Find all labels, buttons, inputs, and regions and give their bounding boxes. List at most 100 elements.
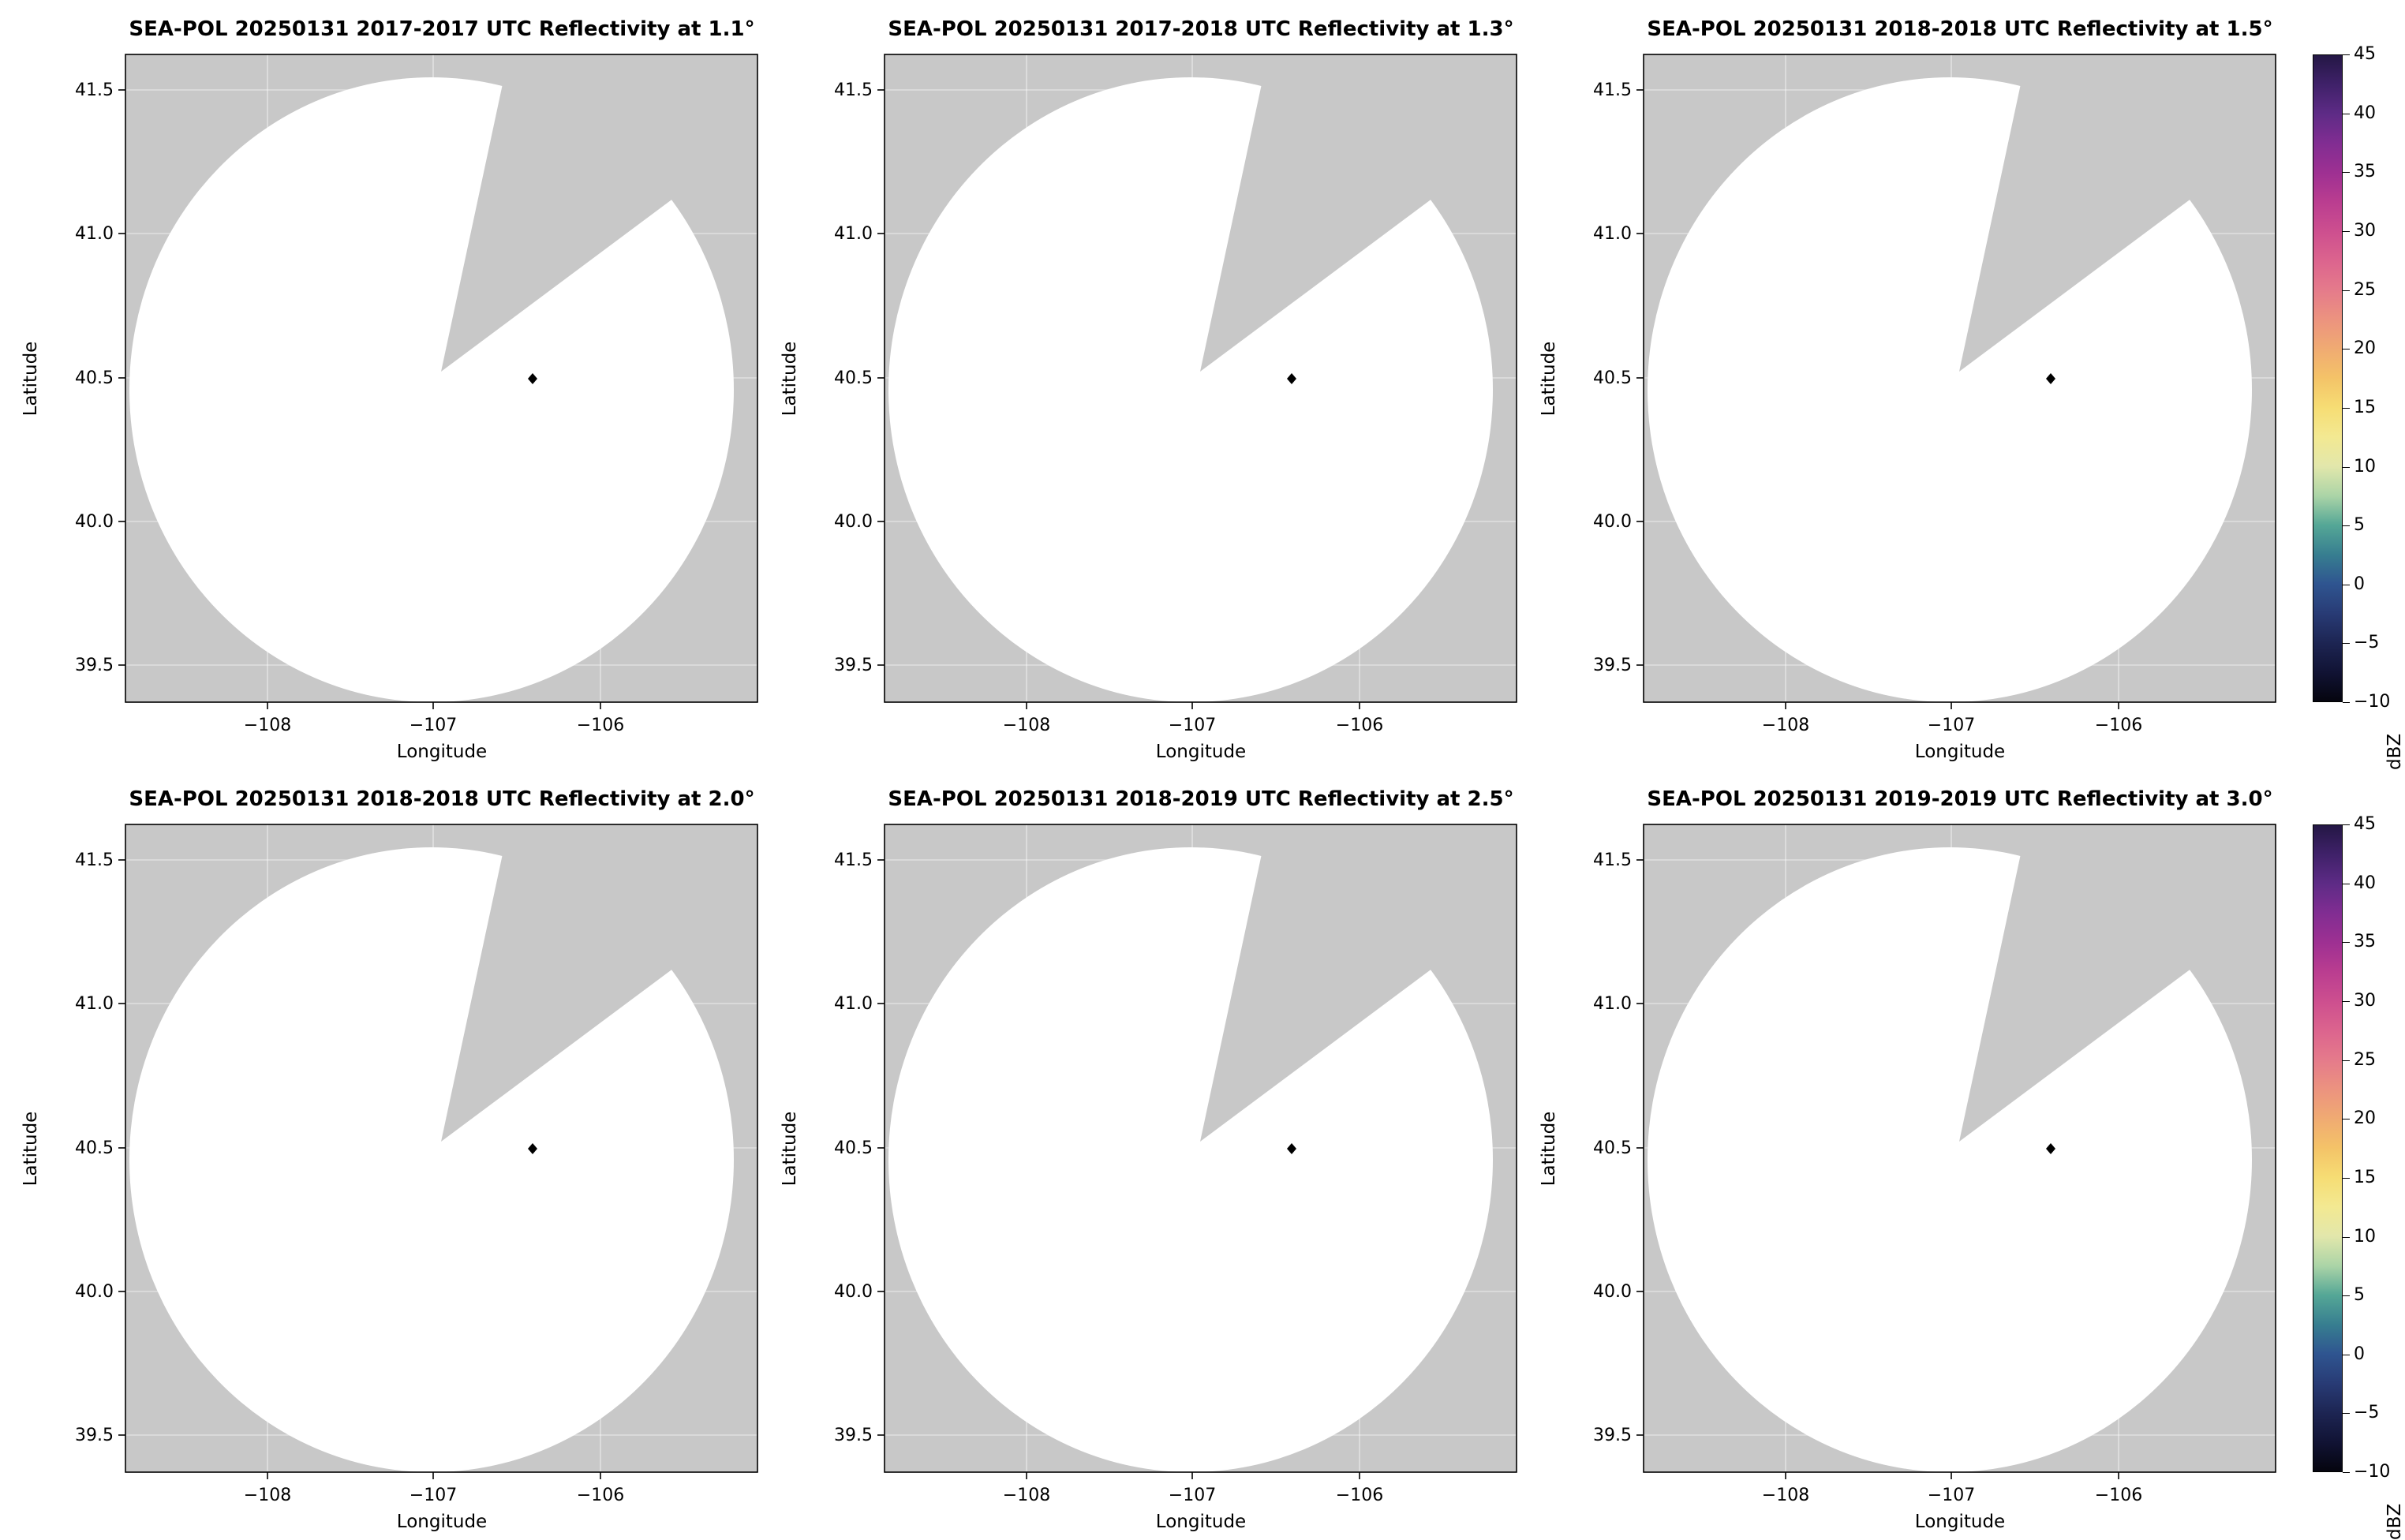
x-tick-label: −107 <box>410 716 457 735</box>
y-tick-label: 41.0 <box>75 994 114 1014</box>
y-tickmarks <box>1636 859 1644 1436</box>
colorbar-tick: 30 <box>2354 990 2376 1011</box>
y-tick-label: 40.0 <box>1593 1282 1632 1302</box>
figure-row-1: SEA-POL 20250131 2017-2017 UTC Reflectiv… <box>0 0 2405 770</box>
panel-title: SEA-POL 20250131 2017-2017 UTC Reflectiv… <box>129 17 754 41</box>
x-axis-label: Longitude <box>1156 1512 1246 1532</box>
colorbar-tick: 10 <box>2354 456 2376 477</box>
colorbar-tick: −5 <box>2354 1403 2380 1423</box>
x-tick-label: −108 <box>1762 1486 1809 1505</box>
y-tick-label: 40.5 <box>1593 1138 1632 1158</box>
x-axis-label: Longitude <box>1156 742 1246 762</box>
y-tick-label: 41.0 <box>834 994 873 1014</box>
colorbar-tick: 40 <box>2354 873 2376 893</box>
x-tick-label: −106 <box>2095 716 2142 735</box>
x-tick-label: −108 <box>244 1486 291 1505</box>
y-tickmarks <box>877 859 885 1436</box>
y-axis-label: Latitude <box>1539 342 1559 417</box>
y-tick-label: 40.0 <box>834 512 873 532</box>
x-tick-label: −106 <box>577 1486 624 1505</box>
colorbar-gradient <box>2313 54 2343 702</box>
y-tick-label: 41.5 <box>75 80 114 100</box>
colorbar-tick: 20 <box>2354 338 2376 359</box>
y-tick-label: 40.5 <box>75 368 114 388</box>
colorbar-tick: 10 <box>2354 1226 2376 1247</box>
y-tick-label: 41.0 <box>1593 224 1632 244</box>
panel-title: SEA-POL 20250131 2017-2018 UTC Reflectiv… <box>888 17 1513 41</box>
panel-title: SEA-POL 20250131 2018-2018 UTC Reflectiv… <box>1647 17 2272 41</box>
radar-site-marker <box>528 373 537 384</box>
radar-site-marker <box>528 1143 537 1154</box>
x-tick-label: −106 <box>1336 1486 1383 1505</box>
y-tick-label: 40.0 <box>834 1282 873 1302</box>
y-tick-label: 41.0 <box>1593 994 1632 1014</box>
y-tick-label: 40.5 <box>1593 368 1632 388</box>
colorbar-tick: 15 <box>2354 397 2376 417</box>
x-axis-label: Longitude <box>1915 1512 2005 1532</box>
y-tick-label: 39.5 <box>834 1426 873 1445</box>
panel-row-1: SEA-POL 20250131 2017-2017 UTC Reflectiv… <box>0 0 2277 770</box>
y-tick-label: 39.5 <box>75 656 114 675</box>
y-tick-label: 39.5 <box>75 1426 114 1445</box>
blocked-sector-wedge <box>441 824 757 1142</box>
x-tickmarks <box>267 1472 601 1479</box>
y-tickmarks <box>118 89 125 666</box>
colorbar-label: dBZ <box>2384 733 2405 770</box>
colorbar-tick: −10 <box>2354 1462 2391 1482</box>
y-tick-label: 40.0 <box>75 512 114 532</box>
x-tick-label: −107 <box>1169 1486 1216 1505</box>
panel-title: SEA-POL 20250131 2019-2019 UTC Reflectiv… <box>1647 787 2272 811</box>
y-tick-label: 41.5 <box>1593 80 1632 100</box>
radar-panel: SEA-POL 20250131 2019-2019 UTC Reflectiv… <box>1539 787 2276 1532</box>
panel-title: SEA-POL 20250131 2018-2019 UTC Reflectiv… <box>888 787 1513 811</box>
y-tick-label: 41.0 <box>834 224 873 244</box>
colorbar-tick: 45 <box>2354 814 2376 834</box>
x-tick-label: −107 <box>1169 716 1216 735</box>
y-axis-label: Latitude <box>21 1112 41 1187</box>
colorbar-tick: 40 <box>2354 103 2376 123</box>
colorbar-tick: 5 <box>2354 1285 2365 1306</box>
radar-panel: SEA-POL 20250131 2017-2017 UTC Reflectiv… <box>21 17 758 762</box>
blocked-sector-wedge <box>1959 824 2276 1142</box>
blocked-sector-wedge <box>1200 824 1517 1142</box>
x-tickmarks <box>1026 702 1360 709</box>
colorbar-tick: −5 <box>2354 633 2380 653</box>
x-tick-label: −108 <box>1003 1486 1050 1505</box>
x-axis-label: Longitude <box>397 742 487 762</box>
y-tick-label: 41.5 <box>834 850 873 870</box>
colorbar-tick: 30 <box>2354 220 2376 241</box>
x-tickmarks <box>267 702 601 709</box>
y-tick-label: 40.0 <box>1593 512 1632 532</box>
x-tickmarks <box>1785 1472 2119 1479</box>
colorbar-label: dBZ <box>2384 1503 2405 1540</box>
x-tick-label: −106 <box>2095 1486 2142 1505</box>
x-axis-label: Longitude <box>1915 742 2005 762</box>
x-tick-label: −108 <box>1003 716 1050 735</box>
radar-panel: SEA-POL 20250131 2017-2018 UTC Reflectiv… <box>780 17 1517 762</box>
colorbar-tick: −10 <box>2354 692 2391 712</box>
x-tick-label: −106 <box>577 716 624 735</box>
colorbar-tick: 45 <box>2354 44 2376 64</box>
colorbar-tick: 25 <box>2354 279 2376 300</box>
y-tick-label: 41.5 <box>75 850 114 870</box>
y-tickmarks <box>877 89 885 666</box>
y-tick-label: 40.0 <box>75 1282 114 1302</box>
colorbar-tick: 15 <box>2354 1167 2376 1187</box>
radar-panel: SEA-POL 20250131 2018-2019 UTC Reflectiv… <box>780 787 1517 1532</box>
x-tick-label: −107 <box>410 1486 457 1505</box>
y-axis-label: Latitude <box>780 1112 800 1187</box>
y-axis-label: Latitude <box>780 342 800 417</box>
y-tick-label: 39.5 <box>1593 1426 1632 1445</box>
y-tick-label: 40.5 <box>75 1138 114 1158</box>
y-axis-label: Latitude <box>21 342 41 417</box>
colorbar-tick: 0 <box>2354 1344 2365 1364</box>
blocked-sector-wedge <box>1959 54 2276 372</box>
y-tick-label: 39.5 <box>834 656 873 675</box>
radar-site-marker <box>2046 1143 2055 1154</box>
x-tickmarks <box>1785 702 2119 709</box>
figure-row-2: SEA-POL 20250131 2018-2018 UTC Reflectiv… <box>0 770 2405 1540</box>
blocked-sector-wedge <box>441 54 757 372</box>
x-tick-label: −108 <box>1762 716 1809 735</box>
colorbar-gradient <box>2313 824 2343 1472</box>
